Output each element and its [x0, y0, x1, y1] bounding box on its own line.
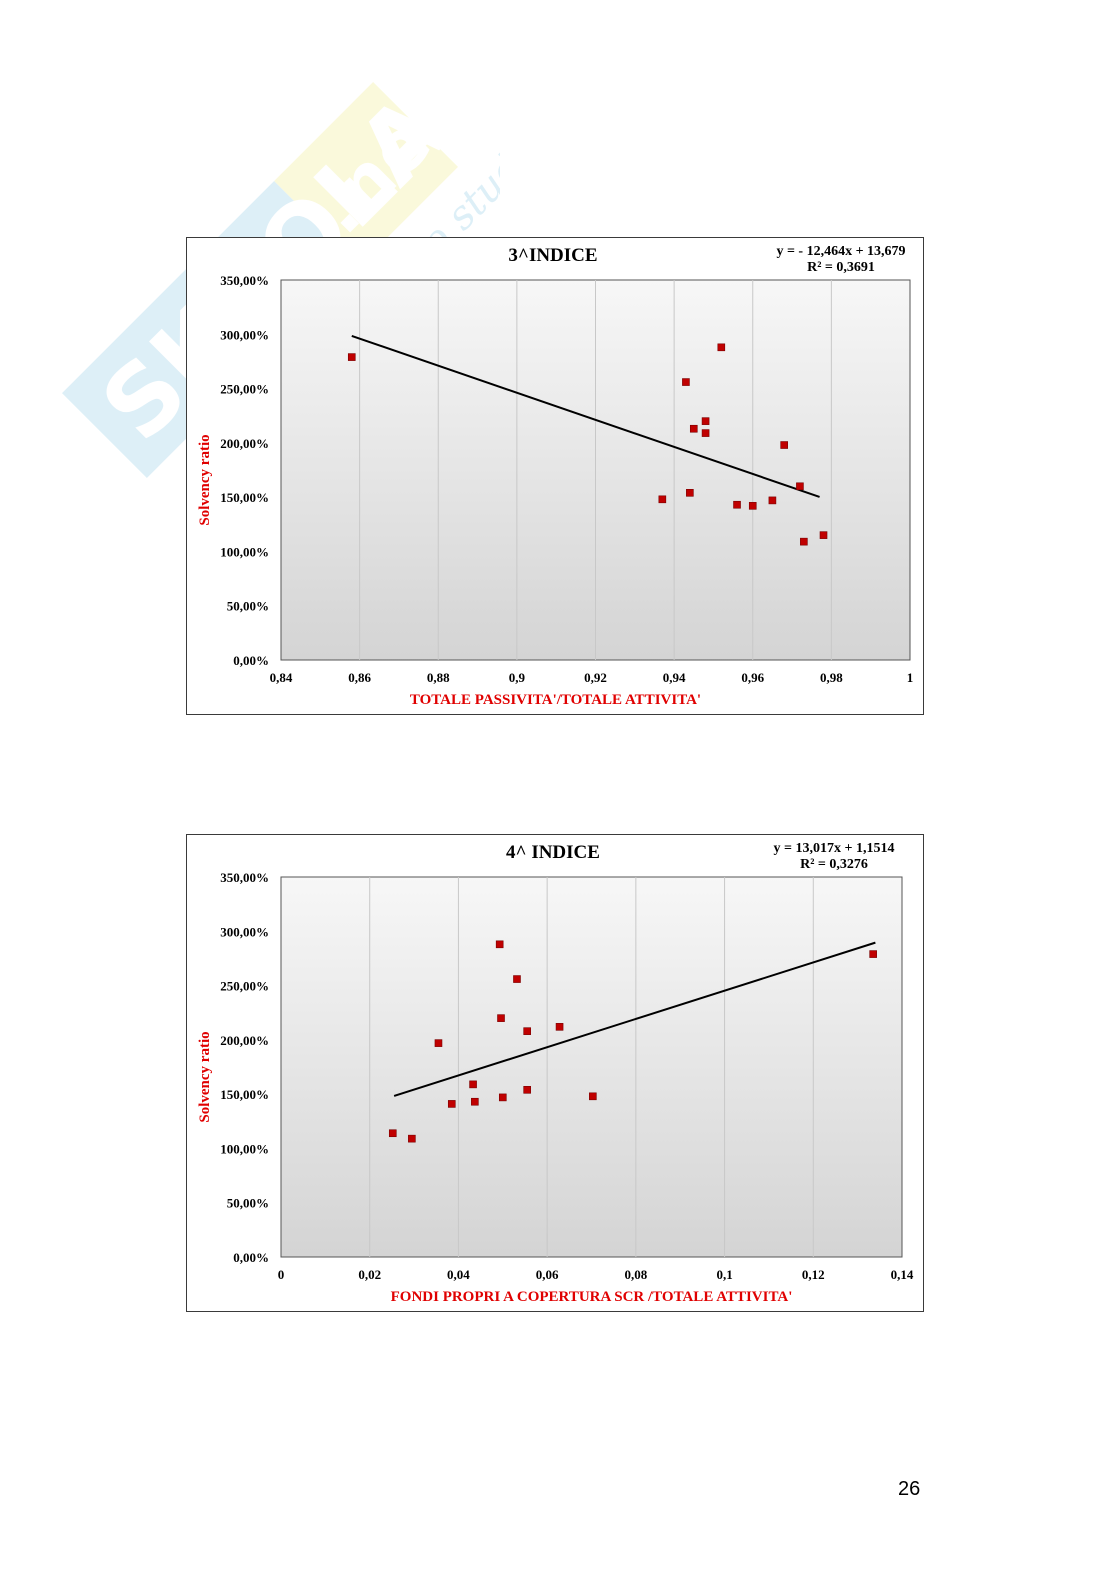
- x-axis-label: TOTALE PASSIVITA'/TOTALE ATTIVITA': [410, 692, 701, 708]
- data-point: [701, 429, 710, 437]
- x-tick-label: 0,86: [348, 670, 371, 685]
- data-point: [408, 1134, 416, 1143]
- chart-4-svg: 0 0,02 0,04 0,06 0,08 0,1 0,12 0,14 0,00% 50,00% 1…: [197, 841, 914, 1305]
- data-point: [768, 496, 777, 505]
- data-point: [869, 950, 877, 958]
- x-tick-label: 0,06: [536, 1267, 559, 1282]
- y-tick-label: 250,00%: [220, 979, 269, 994]
- x-tick-label: 0,1: [716, 1267, 732, 1282]
- plot-area: [280, 876, 903, 1258]
- x-tick-label: 0,92: [584, 670, 607, 685]
- y-tick-label: 100,00%: [220, 544, 269, 559]
- x-axis-label: FONDI PROPRI A COPERTURA SCR /TOTALE ATT…: [391, 1289, 793, 1305]
- data-point: [701, 417, 710, 425]
- x-tick-label: 0,08: [624, 1267, 647, 1282]
- data-point: [498, 1093, 507, 1102]
- data-point: [589, 1092, 597, 1101]
- page-number: 26: [898, 1478, 921, 1500]
- x-tick-label: 0,96: [741, 670, 764, 685]
- y-tick-label: 0,00%: [233, 1250, 269, 1265]
- data-point: [471, 1097, 479, 1106]
- trendline: [351, 334, 820, 498]
- data-point: [497, 1014, 505, 1022]
- y-axis-label: Solvency ratio: [197, 1031, 213, 1122]
- x-tick-label: 0,02: [358, 1267, 381, 1282]
- y-tick-label: 50,00%: [227, 599, 269, 614]
- data-point: [682, 378, 690, 386]
- x-tick-label: 0,14: [891, 1267, 914, 1282]
- x-tick-label: 1: [907, 670, 914, 685]
- x-tick-label: 0,9: [509, 670, 526, 685]
- data-point: [819, 531, 828, 539]
- x-tick-label: 0,94: [663, 670, 686, 685]
- data-point: [658, 495, 667, 504]
- chart-title: 3^INDICE: [508, 245, 597, 266]
- data-point: [495, 940, 504, 949]
- x-tick-label: 0,88: [427, 670, 450, 685]
- chart-4-indice: 0 0,02 0,04 0,06 0,08 0,1 0,12 0,14 0,00% 50,00% 1…: [186, 834, 924, 1312]
- x-tick-label: 0,04: [447, 1267, 470, 1282]
- data-point: [555, 1023, 564, 1031]
- r-squared: R² = 0,3691: [807, 260, 875, 275]
- data-point: [523, 1027, 531, 1035]
- y-tick-label: 200,00%: [220, 436, 269, 451]
- y-tick-label: 300,00%: [220, 327, 269, 342]
- x-tick-label: 0,98: [820, 670, 843, 685]
- data-point: [796, 482, 804, 491]
- data-point: [447, 1100, 456, 1108]
- data-point: [689, 424, 698, 433]
- data-point: [686, 489, 694, 497]
- x-tick-label: 0,84: [270, 670, 293, 685]
- y-tick-label: 250,00%: [220, 382, 269, 397]
- y-tick-label: 150,00%: [220, 490, 269, 505]
- svg-text:.net: .net: [297, 76, 471, 250]
- x-tick-label: 0,12: [802, 1267, 825, 1282]
- y-tick-label: 150,00%: [220, 1087, 269, 1102]
- y-axis-label: Solvency ratio: [197, 434, 213, 525]
- y-tick-label: 350,00%: [220, 273, 269, 288]
- y-tick-label: 300,00%: [220, 924, 269, 939]
- trendline: [393, 941, 876, 1097]
- data-point: [388, 1129, 397, 1138]
- data-point: [434, 1039, 443, 1047]
- y-tick-label: 100,00%: [220, 1141, 269, 1156]
- data-point: [780, 441, 789, 449]
- y-tick-label: 350,00%: [220, 870, 269, 885]
- trendline-equation: y = 13,017x + 1,1514: [774, 841, 895, 856]
- chart-3-indice: 0,84 0,86 0,88 0,9 0,92 0,94 0,96 0,98 1 0,00% 50,…: [186, 237, 924, 715]
- data-point: [717, 343, 726, 352]
- trendline-equation: y = - 12,464x + 13,679: [776, 244, 905, 259]
- chart-title: 4^ INDICE: [506, 842, 600, 863]
- r-squared: R² = 0,3276: [800, 857, 868, 872]
- data-point: [523, 1086, 531, 1094]
- y-tick-label: 200,00%: [220, 1033, 269, 1048]
- chart-3-svg: 0,84 0,86 0,88 0,9 0,92 0,94 0,96 0,98 1 0,00% 50,…: [197, 244, 914, 708]
- x-tick-label: 0: [278, 1267, 285, 1282]
- y-tick-label: 0,00%: [233, 653, 269, 668]
- data-point: [513, 975, 521, 983]
- data-point: [733, 500, 741, 509]
- y-tick-label: 50,00%: [227, 1196, 269, 1211]
- data-point: [347, 353, 356, 361]
- data-point: [469, 1080, 477, 1089]
- data-point: [800, 537, 808, 546]
- data-point: [748, 502, 757, 510]
